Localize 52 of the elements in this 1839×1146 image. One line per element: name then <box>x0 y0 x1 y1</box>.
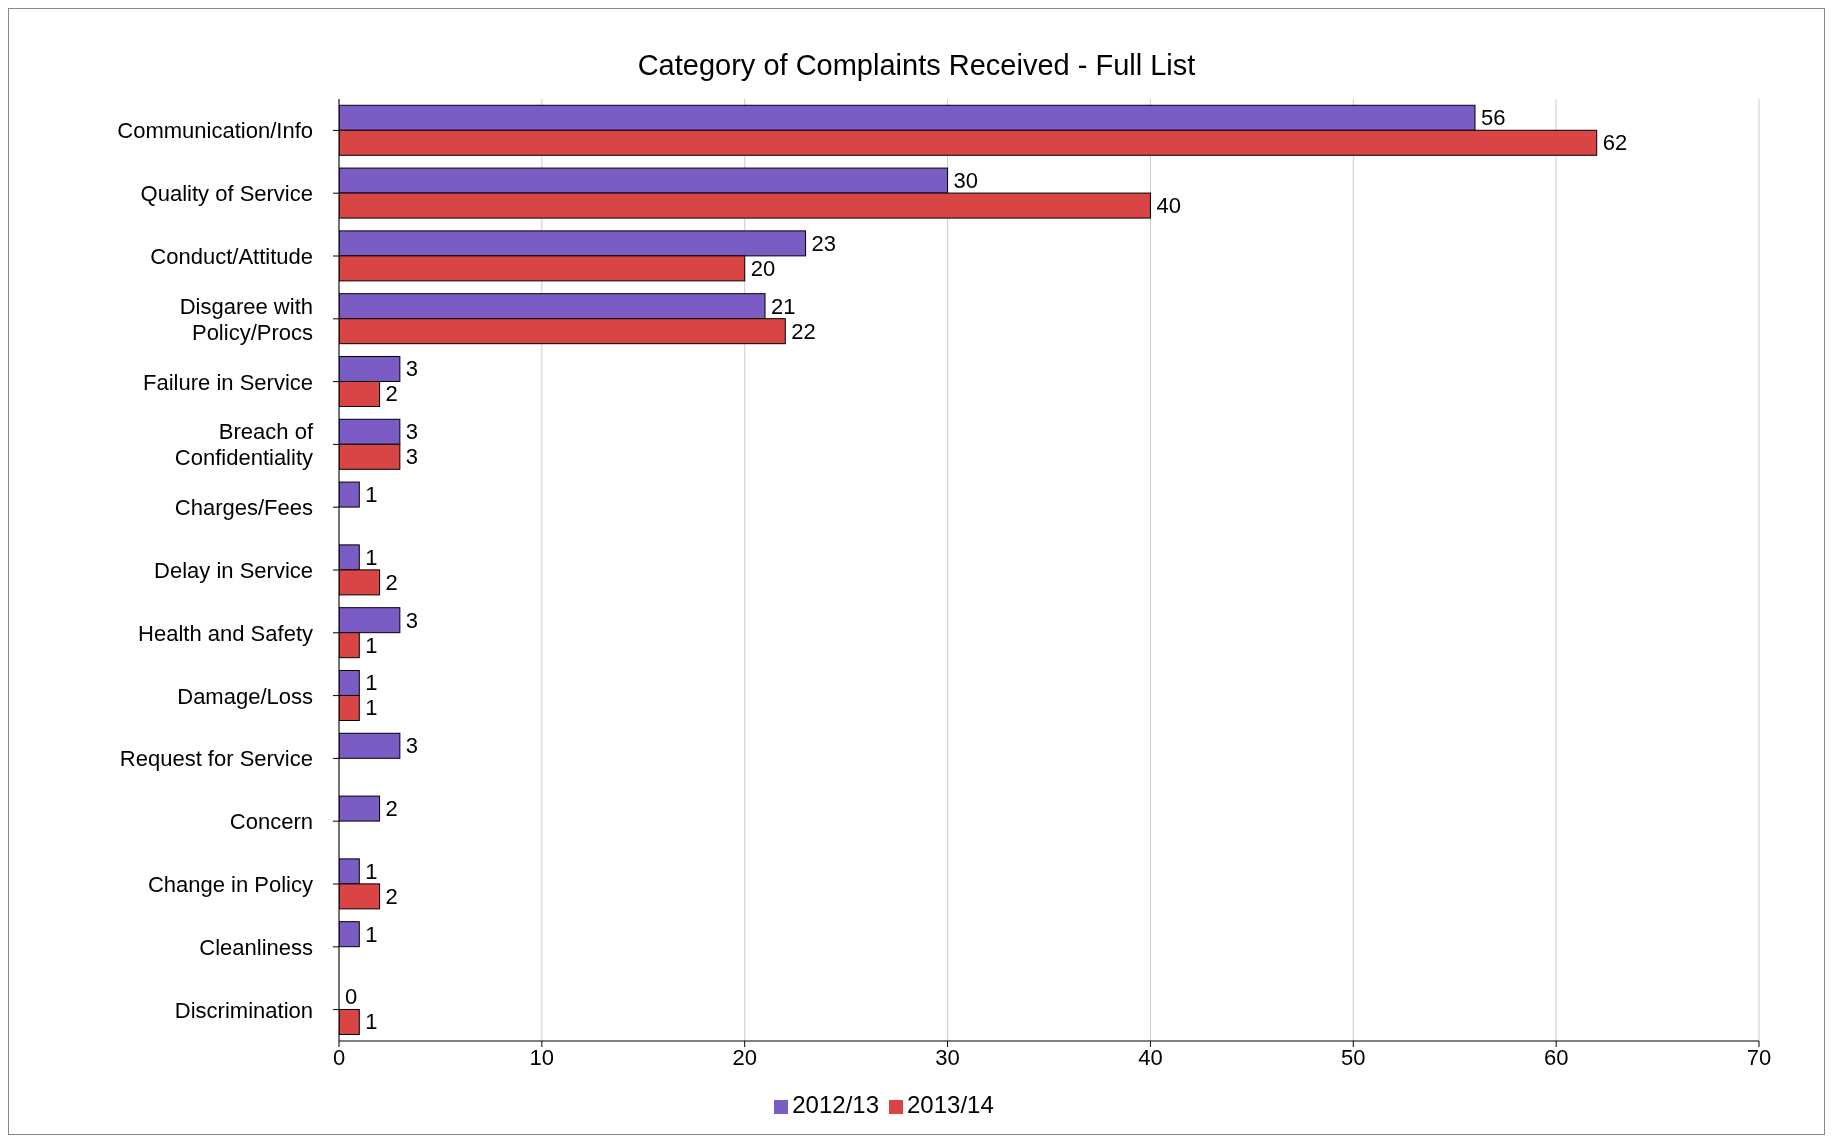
x-tick-label: 30 <box>935 1044 960 1070</box>
data-label: 23 <box>811 230 837 256</box>
y-tick-label: Breach of Confidentiality <box>174 418 314 470</box>
data-label: 30 <box>953 168 979 194</box>
y-tick-label: Conduct/Attitude <box>150 243 313 269</box>
y-tick-label: Discrimination <box>174 997 313 1023</box>
data-label: 1 <box>365 921 378 947</box>
legend-label: 2013/14 <box>907 1091 994 1118</box>
data-label: 40 <box>1156 193 1181 219</box>
y-tick-label: Communication/Info <box>117 117 313 143</box>
x-tick-label: 10 <box>529 1044 555 1070</box>
y-tick-label: Failure in Service <box>143 369 313 395</box>
data-label: 0 <box>345 984 358 1010</box>
data-label: 2 <box>385 381 398 407</box>
data-label: 1 <box>365 670 378 696</box>
data-label: 56 <box>1481 105 1506 131</box>
data-label: 62 <box>1602 130 1628 156</box>
data-label: 22 <box>791 318 816 344</box>
y-tick-label: Charges/Fees <box>174 494 313 520</box>
data-label: 1 <box>365 858 378 884</box>
data-label: 1 <box>365 632 378 658</box>
data-label: 3 <box>405 607 419 633</box>
data-label: 2 <box>385 569 398 595</box>
y-tick-label: Change in Policy <box>147 871 313 897</box>
chart-title: Category of Complaints Received - Full List <box>636 48 1197 83</box>
y-tick-label: Disgaree with Policy/Procs <box>179 293 313 345</box>
data-label: 3 <box>405 356 419 382</box>
x-tick-label: 20 <box>732 1044 757 1070</box>
x-tick-label: 0 <box>332 1044 346 1070</box>
y-tick-label: Delay in Service <box>154 557 313 583</box>
y-tick-label: Health and Safety <box>138 620 313 646</box>
y-tick-label: Damage/Loss <box>177 683 313 709</box>
x-tick-label: 70 <box>1746 1044 1772 1070</box>
data-label: 1 <box>365 695 378 721</box>
y-tick-label: Cleanliness <box>199 934 313 960</box>
data-label: 1 <box>365 1009 378 1035</box>
x-tick-label: 40 <box>1138 1044 1163 1070</box>
y-tick-label: Concern <box>229 808 313 834</box>
data-label: 1 <box>365 482 378 508</box>
legend-label: 2012/13 <box>792 1091 879 1118</box>
x-tick-label: 60 <box>1543 1044 1569 1070</box>
x-tick-label: 50 <box>1341 1044 1366 1070</box>
data-label: 2 <box>385 883 398 909</box>
data-label: 1 <box>365 544 378 570</box>
data-label: 20 <box>750 255 776 281</box>
y-tick-label: Request for Service <box>119 745 313 771</box>
data-label: 21 <box>771 293 796 319</box>
data-label: 2 <box>385 796 398 822</box>
y-tick-label: Quality of Service <box>140 180 313 206</box>
data-label: 3 <box>405 733 419 759</box>
data-label: 3 <box>405 444 419 470</box>
data-label: 3 <box>405 419 419 445</box>
